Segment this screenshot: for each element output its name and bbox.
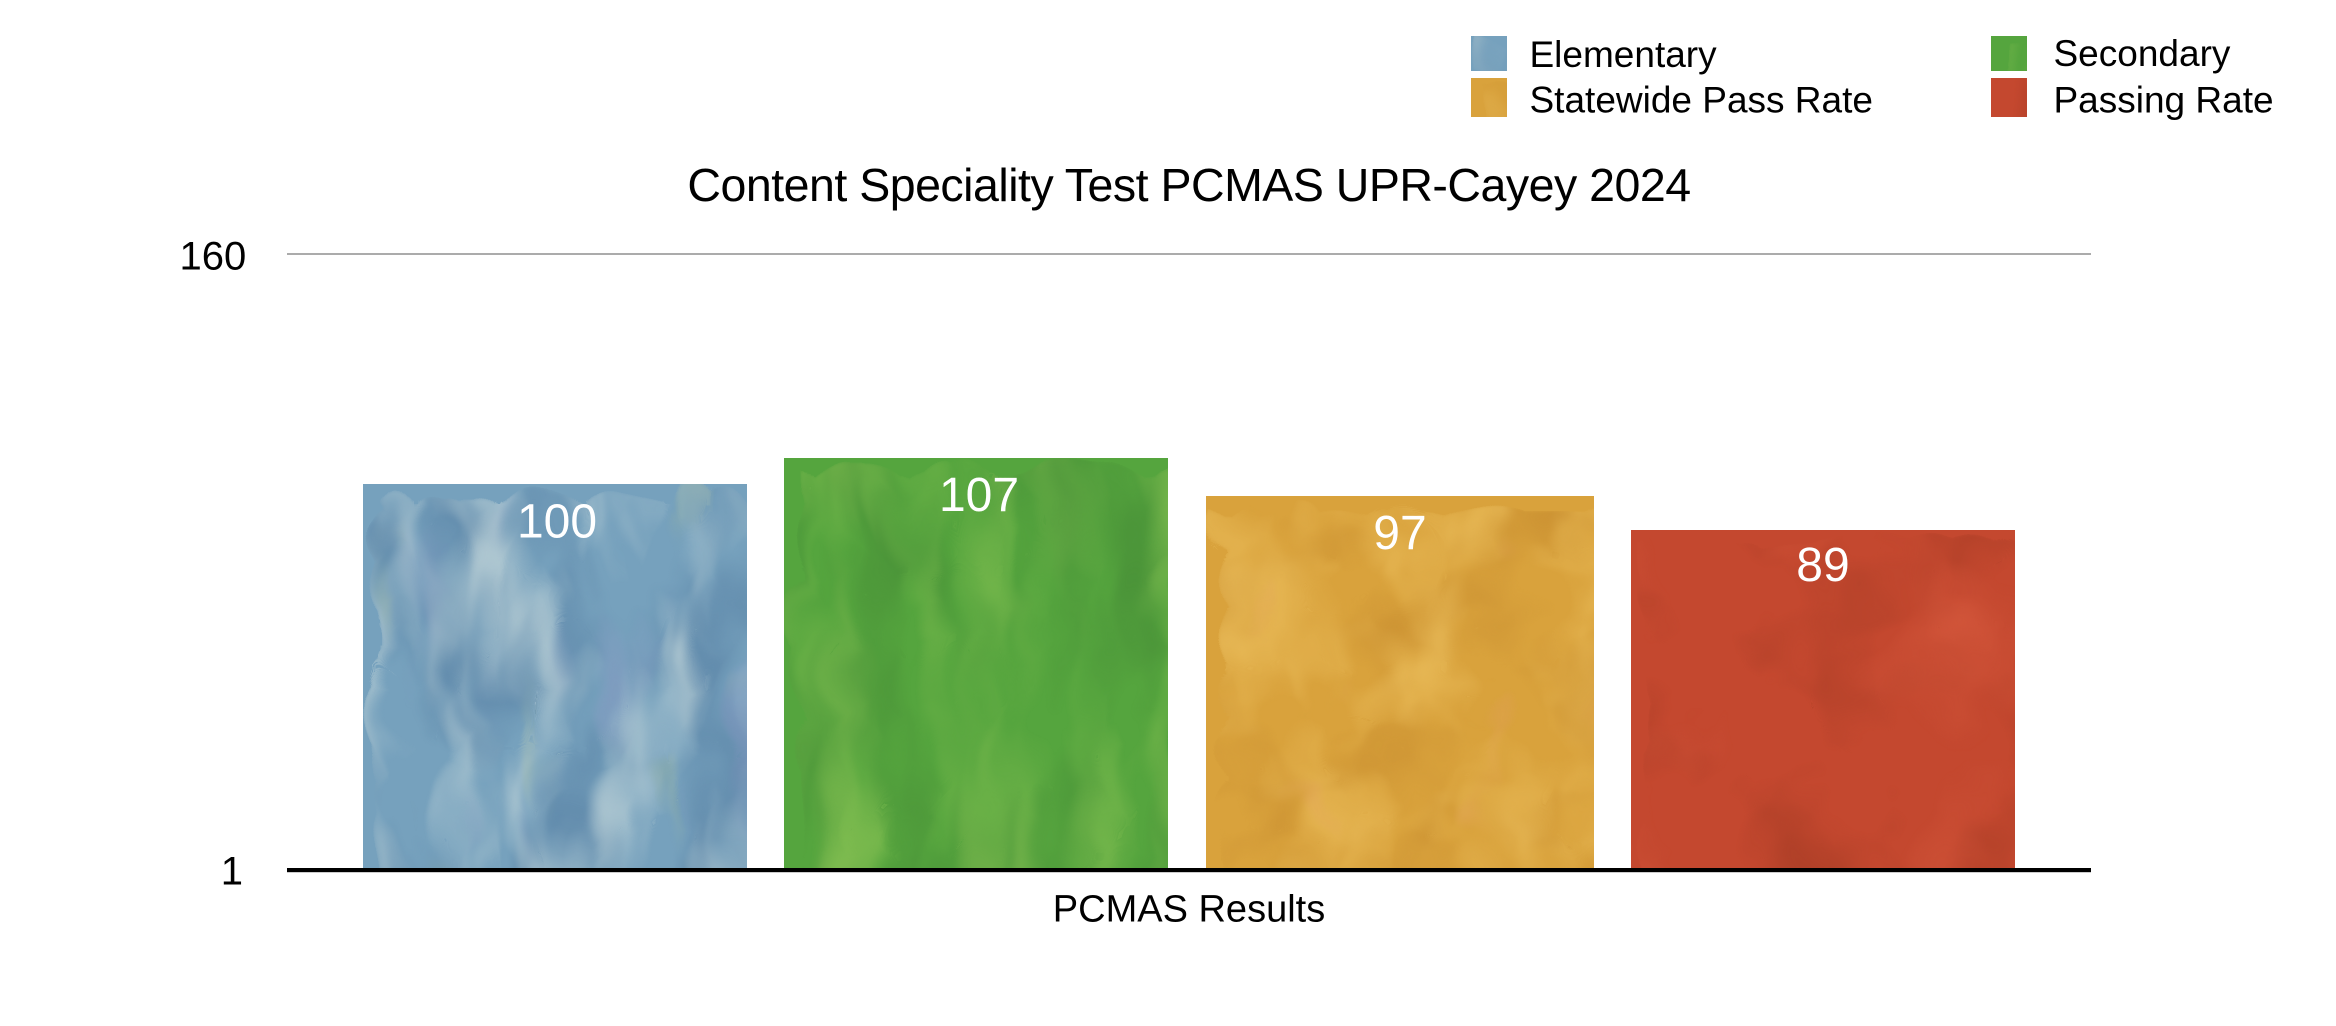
svg-text:Passing Rate: Passing Rate (2054, 80, 2274, 121)
svg-text:Content Speciality Test PCMAS: Content Speciality Test PCMAS UPR-Cayey … (687, 159, 1690, 211)
svg-text:Elementary: Elementary (1530, 34, 1718, 75)
svg-text:Statewide Pass Rate: Statewide Pass Rate (1530, 80, 1873, 121)
svg-text:Secondary: Secondary (2054, 33, 2231, 74)
svg-text:1: 1 (221, 850, 243, 894)
svg-text:160: 160 (180, 235, 247, 279)
svg-text:107: 107 (939, 469, 1019, 522)
svg-text:100: 100 (517, 496, 597, 549)
svg-text:PCMAS Results: PCMAS Results (1053, 889, 1325, 931)
svg-text:89: 89 (1796, 539, 1849, 592)
svg-text:97: 97 (1373, 507, 1426, 560)
